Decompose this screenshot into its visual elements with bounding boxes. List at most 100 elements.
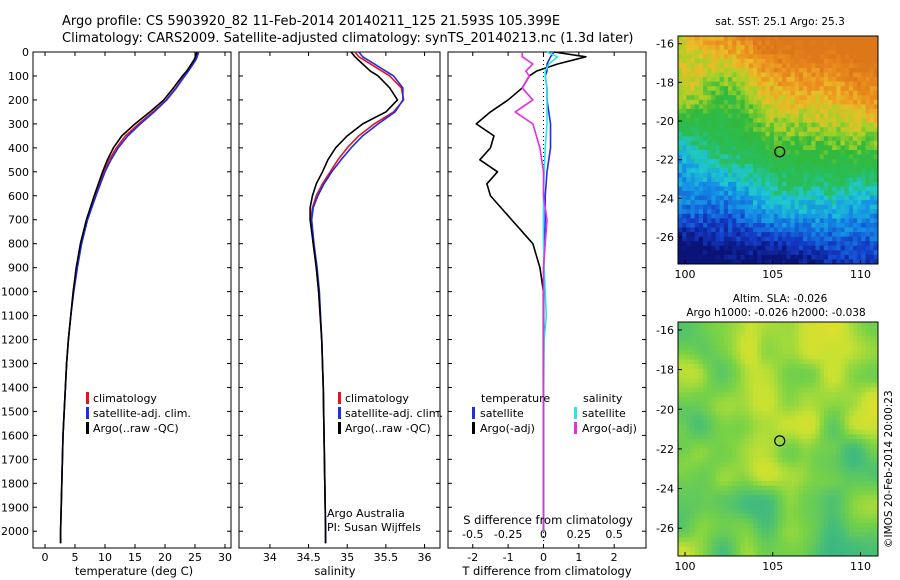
heatmap-cell <box>832 181 837 187</box>
heatmap-cell <box>686 509 691 515</box>
heatmap-cell <box>778 254 783 260</box>
heatmap-cell <box>686 457 691 463</box>
x-tick-label: 15 <box>128 551 142 564</box>
heatmap-cell <box>848 58 854 64</box>
heatmap-cell <box>698 177 704 183</box>
heatmap-cell <box>715 122 721 128</box>
heatmap-cell <box>832 95 837 101</box>
heatmap-cell <box>694 364 700 370</box>
heatmap-cell <box>732 392 737 398</box>
heatmap-cell <box>736 168 741 174</box>
heatmap-cell <box>740 467 746 473</box>
heatmap-cell <box>765 471 771 477</box>
heatmap-cell <box>682 415 687 421</box>
heatmap-cell <box>682 448 687 454</box>
heatmap-cell <box>861 209 866 215</box>
heatmap-cell <box>869 77 875 82</box>
heatmap-cell <box>857 546 862 552</box>
heatmap-cell <box>823 104 829 110</box>
heatmap-cell <box>690 90 696 96</box>
heatmap-cell <box>853 95 858 101</box>
heatmap-cell <box>844 45 850 51</box>
heatmap-cell <box>711 195 716 201</box>
heatmap-cell <box>803 415 808 421</box>
heatmap-cell <box>840 49 846 55</box>
heatmap-cell <box>853 462 858 468</box>
heatmap-cell <box>844 259 850 265</box>
heatmap-cell <box>832 378 837 384</box>
heatmap-cell <box>790 546 796 552</box>
heatmap-cell <box>853 90 858 96</box>
heatmap-cell <box>711 537 716 543</box>
heatmap-cell <box>769 420 775 426</box>
heatmap-cell <box>773 476 779 482</box>
heatmap-cell <box>844 401 850 407</box>
heatmap-cell <box>723 537 729 543</box>
heatmap-cell <box>765 136 771 142</box>
heatmap-cell <box>828 95 833 101</box>
heatmap-cell <box>848 359 854 365</box>
heatmap-cell <box>836 326 841 332</box>
heatmap-cell <box>828 236 833 242</box>
heatmap-cell <box>861 81 866 87</box>
heatmap-cell <box>753 186 758 192</box>
heatmap-cell <box>728 523 733 529</box>
heatmap-cell <box>819 340 825 346</box>
heatmap-cell <box>790 373 796 379</box>
heatmap-cell <box>753 387 758 393</box>
heatmap-cell <box>765 213 771 219</box>
heatmap-cell <box>836 499 841 505</box>
heatmap-cell <box>848 345 854 351</box>
heatmap-cell <box>748 49 754 55</box>
heatmap-cell <box>782 186 787 192</box>
heatmap-cell <box>853 49 858 55</box>
heatmap-cell <box>832 546 837 552</box>
heatmap-cell <box>761 131 766 137</box>
heatmap-cell <box>682 453 687 459</box>
heatmap-cell <box>682 58 687 64</box>
heatmap-cell <box>740 373 746 379</box>
difference-panel: -2 -1 0 1 2-0.5 -0.25 0 0.25 0.5 <box>447 51 647 564</box>
heatmap-cell <box>773 40 779 46</box>
heatmap-cell <box>778 145 783 151</box>
heatmap-cell <box>811 443 816 449</box>
heatmap-cell <box>782 222 787 228</box>
heatmap-cell <box>865 354 871 360</box>
heatmap-cell <box>732 448 737 454</box>
heatmap-cell <box>719 378 725 384</box>
heatmap-cell <box>678 250 683 256</box>
heatmap-cell <box>828 36 833 41</box>
heatmap-cell <box>840 236 846 242</box>
heatmap-cell <box>840 232 846 238</box>
heatmap-cell <box>686 523 691 529</box>
heatmap-cell <box>698 476 704 482</box>
heatmap-cell <box>861 448 866 454</box>
heatmap-cell <box>815 513 821 519</box>
heatmap-cell <box>836 213 841 219</box>
heatmap-cell <box>703 326 708 332</box>
heatmap-cell <box>840 410 846 416</box>
heatmap-cell <box>703 49 708 55</box>
heatmap-cell <box>753 67 758 73</box>
heatmap-cell <box>828 58 833 64</box>
heatmap-cell <box>844 145 850 151</box>
heatmap-cell <box>869 471 875 477</box>
heatmap-cell <box>778 259 783 265</box>
heatmap-cell <box>744 195 750 201</box>
heatmap-cell <box>765 476 771 482</box>
heatmap-cell <box>682 163 687 169</box>
heatmap-cell <box>736 99 741 105</box>
heatmap-cell <box>840 322 846 328</box>
heatmap-cell <box>819 537 825 543</box>
heatmap-cell <box>865 457 871 463</box>
heatmap-cell <box>794 527 800 533</box>
heatmap-cell <box>686 485 691 491</box>
heatmap-cell <box>719 443 725 449</box>
heatmap-cell <box>723 236 729 242</box>
heatmap-cell <box>728 131 733 137</box>
heatmap-cell <box>686 336 691 342</box>
heatmap-cell <box>844 213 850 219</box>
heatmap-cell <box>778 518 783 524</box>
heatmap-cell <box>857 429 862 435</box>
heatmap-cell <box>736 541 741 548</box>
